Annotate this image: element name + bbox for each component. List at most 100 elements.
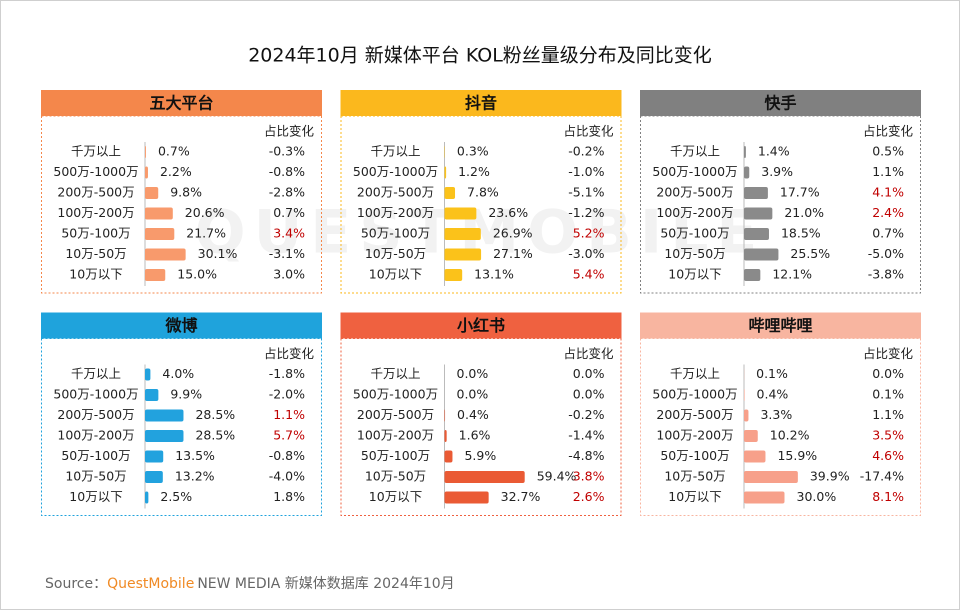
bar (744, 207, 773, 220)
value-label: 0.0% (457, 387, 489, 402)
change-label: -2.8% (269, 185, 305, 200)
panel-header (41, 312, 322, 339)
category-label: 100万-200万 (656, 205, 733, 220)
value-label: 30.1% (198, 246, 238, 261)
value-label: 1.2% (458, 164, 490, 179)
change-label: 5.2% (573, 226, 605, 241)
category-label: 千万以上 (370, 366, 420, 381)
value-label: 0.3% (457, 144, 489, 159)
change-label: -1.2% (568, 205, 604, 220)
bar (444, 471, 525, 483)
value-label: 5.9% (464, 448, 496, 463)
value-label: 13.2% (175, 469, 215, 484)
bar (444, 166, 447, 179)
category-label: 50万-100万 (660, 226, 729, 241)
change-label: -4.0% (269, 469, 305, 484)
bar (744, 430, 758, 442)
category-label: 100万-200万 (57, 428, 134, 443)
category-label: 500万-1000万 (652, 164, 737, 179)
change-label: -5.1% (568, 185, 604, 200)
change-label: -1.4% (568, 428, 604, 443)
bar (744, 228, 769, 240)
category-label: 100万-200万 (656, 428, 733, 443)
value-label: 21.0% (784, 205, 824, 220)
change-label: -4.8% (568, 448, 604, 463)
category-label: 千万以上 (670, 366, 720, 381)
value-label: 9.9% (170, 387, 202, 402)
value-label: 4.0% (162, 366, 194, 381)
change-label: 3.4% (273, 226, 305, 241)
category-label: 千万以上 (71, 144, 121, 159)
bar (145, 389, 159, 401)
bar (444, 187, 456, 199)
bar (744, 269, 761, 281)
category-label: 10万-50万 (65, 246, 126, 261)
bar (444, 409, 446, 422)
bar (744, 491, 785, 504)
change-label: -0.8% (269, 164, 305, 179)
bar (145, 491, 149, 504)
category-label: 千万以上 (670, 144, 720, 159)
bar (744, 187, 768, 199)
value-label: 9.8% (170, 185, 202, 200)
change-label: -2.0% (269, 387, 305, 402)
change-header: 占比变化 (863, 346, 914, 361)
value-label: 32.7% (501, 489, 541, 504)
value-label: 39.9% (810, 469, 850, 484)
value-label: 1.4% (758, 144, 790, 159)
value-label: 2.5% (160, 489, 192, 504)
value-label: 23.6% (488, 205, 528, 220)
category-label: 500万-1000万 (353, 387, 438, 402)
change-label: 3.0% (273, 267, 305, 282)
source-label: Source： (45, 576, 107, 592)
bar (444, 430, 447, 442)
change-label: -17.4% (860, 469, 904, 484)
value-label: 15.0% (177, 267, 217, 282)
category-label: 200万-500万 (357, 407, 434, 422)
bar (744, 146, 746, 158)
panel-header (340, 90, 622, 116)
change-label: 0.0% (573, 366, 605, 381)
bar (444, 207, 477, 220)
change-label: 0.7% (273, 205, 305, 220)
change-label: 8.1% (872, 489, 904, 504)
change-label: -0.2% (568, 407, 604, 422)
change-label: -1.8% (269, 366, 305, 381)
category-label: 10万以下 (69, 489, 122, 504)
bar (744, 409, 749, 422)
change-label: 1.8% (273, 489, 305, 504)
bar (444, 248, 482, 261)
change-label: -0.3% (269, 144, 305, 159)
panel-header (640, 90, 921, 116)
change-label: 0.0% (573, 387, 605, 402)
category-label: 50万-100万 (61, 448, 130, 463)
panel-title: 五大平台 (149, 94, 213, 113)
category-label: 500万-1000万 (652, 387, 737, 402)
category-label: 100万-200万 (357, 205, 434, 220)
change-label: 5.4% (573, 267, 605, 282)
value-label: 0.7% (158, 144, 190, 159)
category-label: 100万-200万 (57, 205, 134, 220)
category-label: 100万-200万 (357, 428, 434, 443)
category-label: 10万以下 (668, 489, 721, 504)
bar (145, 409, 184, 422)
change-label: 5.7% (273, 428, 305, 443)
value-label: 0.0% (457, 366, 489, 381)
value-label: 20.6% (185, 205, 225, 220)
value-label: 30.0% (797, 489, 837, 504)
panel-header (340, 312, 622, 339)
category-label: 10万-50万 (365, 469, 426, 484)
bar (744, 248, 779, 261)
bar (145, 207, 173, 220)
panel-title: 微博 (164, 316, 197, 335)
category-label: 50万-100万 (361, 226, 430, 241)
value-label: 26.9% (493, 226, 533, 241)
value-label: 28.5% (195, 428, 235, 443)
change-label: 3.5% (872, 428, 904, 443)
bar (145, 368, 151, 381)
page-title: 2024年10月 新媒体平台 KOL粉丝量级分布及同比变化 (248, 45, 712, 67)
source-text: NEW MEDIA 新媒体数据库 2024年10月 (197, 576, 454, 592)
bar (444, 491, 489, 504)
category-label: 10万以下 (668, 267, 721, 282)
